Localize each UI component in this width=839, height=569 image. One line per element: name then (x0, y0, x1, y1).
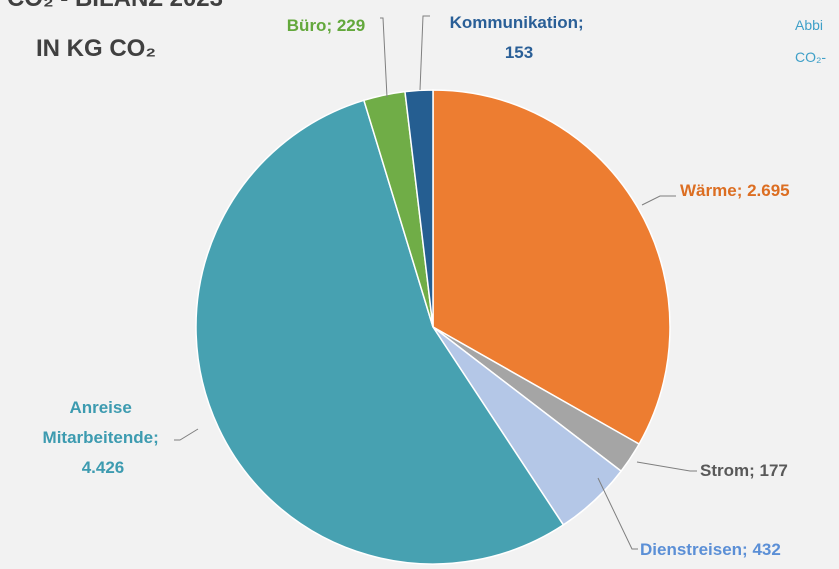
caption: Abbi (795, 17, 823, 33)
label-value: 4.426 (82, 458, 125, 477)
label-name: Anreise Mitarbeitende (43, 398, 154, 447)
label-name: Kommunikation (450, 13, 578, 32)
label-separator: ; (737, 181, 747, 200)
leader-line (174, 428, 199, 441)
label-value: 153 (505, 43, 533, 62)
label-value: 177 (760, 461, 788, 480)
leader-line (636, 461, 697, 472)
leader-line (597, 477, 638, 550)
data-label: Kommunikation; 153 (450, 13, 589, 62)
caption: CO₂- (795, 49, 826, 65)
label-separator: ; (153, 428, 163, 447)
pie-slice (432, 89, 671, 446)
label-name: Strom (700, 461, 749, 480)
label-separator: ; (742, 540, 752, 559)
label-separator: ; (578, 13, 588, 32)
label-name: Büro (287, 16, 327, 35)
data-label: Anreise Mitarbeitende; 4.426 (43, 398, 164, 477)
label-separator: ; (749, 461, 759, 480)
pie-slice (195, 99, 565, 565)
data-label: Wärme; 2.695 (680, 181, 790, 200)
label-word: Anreise (69, 398, 136, 417)
data-label: Dienstreisen; 432 (640, 540, 781, 559)
leader-line (641, 195, 676, 206)
chart-title: CO₂ - BILANZ 2023 (7, 0, 223, 12)
chart-title: IN KG CO₂ (36, 35, 156, 62)
pie-slice (404, 89, 434, 328)
data-label: Büro; 229 (287, 16, 365, 35)
label-value: 229 (337, 16, 365, 35)
label-name: Dienstreisen (640, 540, 742, 559)
label-name: Wärme (680, 181, 737, 200)
data-label: Strom; 177 (700, 461, 788, 480)
label-separator: ; (326, 16, 336, 35)
label-value: 2.695 (747, 181, 790, 200)
label-value: 432 (752, 540, 780, 559)
label-word: Mitarbeitende (43, 428, 154, 447)
leader-line (419, 15, 430, 91)
leader-line (380, 17, 388, 98)
